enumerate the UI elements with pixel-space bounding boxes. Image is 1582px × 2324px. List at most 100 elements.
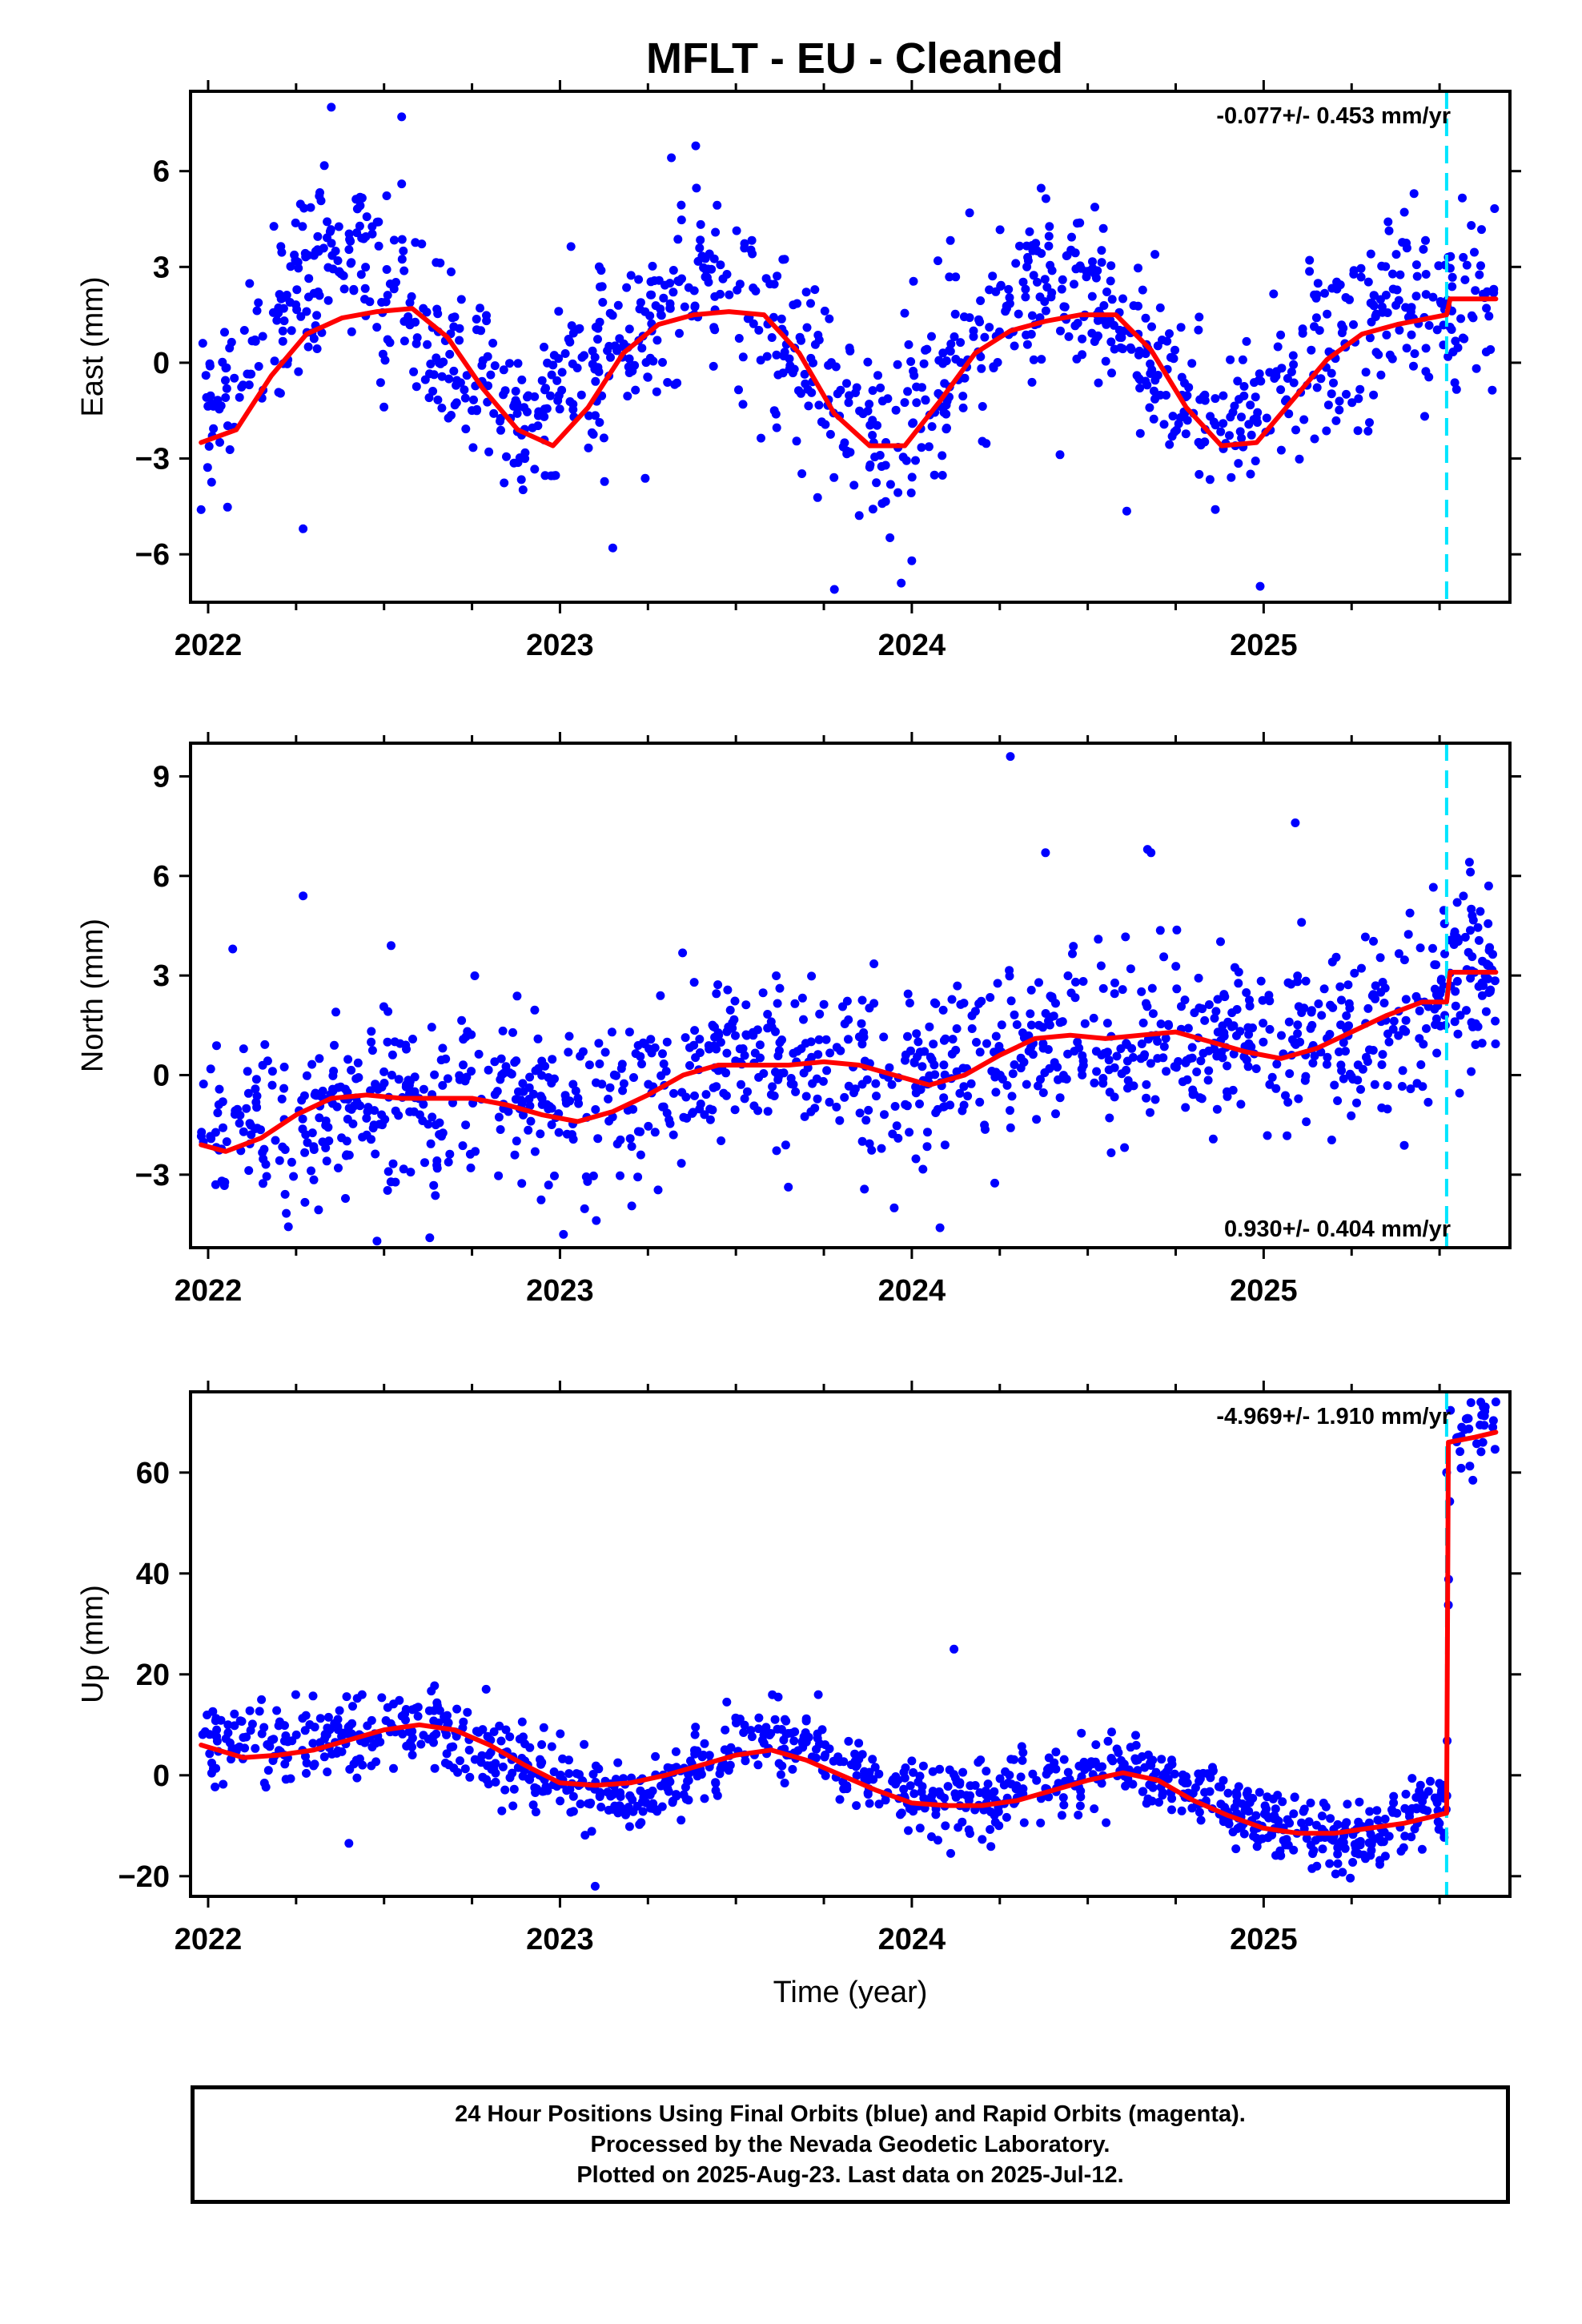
data-point: [928, 1787, 938, 1796]
data-point: [869, 999, 879, 1008]
data-point: [690, 1091, 699, 1100]
data-point: [806, 1037, 816, 1047]
data-point: [990, 1817, 1000, 1827]
data-point: [1045, 222, 1054, 231]
data-point: [571, 1086, 580, 1096]
data-point: [1382, 330, 1391, 340]
data-point: [307, 1128, 317, 1138]
outlier-point: [590, 1881, 600, 1891]
data-point: [268, 1756, 278, 1765]
data-point: [716, 289, 725, 299]
data-point: [444, 1157, 453, 1167]
data-point: [1421, 290, 1431, 300]
data-point: [1129, 301, 1138, 311]
data-point: [1028, 1769, 1038, 1779]
data-point: [918, 1761, 928, 1771]
data-point: [278, 336, 287, 346]
data-point: [695, 1035, 705, 1044]
data-point: [697, 251, 707, 261]
data-point: [616, 1792, 625, 1801]
data-point: [1177, 1806, 1186, 1815]
data-point: [211, 1763, 221, 1773]
data-point: [1251, 1064, 1261, 1073]
data-point: [206, 1064, 215, 1074]
data-point: [235, 1119, 244, 1128]
data-point: [1369, 936, 1378, 946]
data-point: [1270, 374, 1279, 383]
data-point: [304, 274, 314, 283]
data-point: [833, 389, 842, 399]
data-point: [510, 1150, 520, 1160]
data-point: [1331, 952, 1341, 962]
data-point: [1258, 995, 1267, 1005]
data-point: [829, 472, 839, 482]
data-point: [452, 398, 461, 408]
data-point: [448, 313, 457, 323]
data-point: [985, 285, 994, 295]
data-point: [725, 1005, 735, 1015]
tick-marks: [179, 732, 1521, 1259]
data-point: [789, 1736, 799, 1746]
data-point: [734, 385, 743, 395]
data-point: [1392, 285, 1402, 295]
data-point: [670, 380, 680, 389]
data-point: [1343, 980, 1353, 990]
data-point: [282, 1208, 291, 1218]
data-point: [1004, 284, 1014, 294]
data-point: [771, 409, 781, 419]
data-point: [419, 304, 428, 313]
data-point: [566, 1807, 576, 1817]
data-point: [1253, 408, 1263, 417]
data-point: [653, 1185, 663, 1195]
data-point: [1239, 382, 1249, 391]
data-point: [1326, 1814, 1335, 1823]
data-point: [958, 403, 968, 412]
data-point: [438, 1043, 448, 1053]
data-point: [1431, 1014, 1441, 1023]
data-point: [371, 1080, 380, 1089]
data-point: [672, 1790, 681, 1799]
data-point: [868, 1755, 877, 1764]
data-point: [1194, 973, 1203, 983]
data-point: [387, 1050, 397, 1059]
data-point: [496, 1736, 506, 1746]
data-point: [606, 352, 615, 362]
data-point: [300, 1148, 310, 1157]
data-point: [609, 1070, 619, 1080]
data-point: [669, 287, 678, 297]
data-point: [930, 470, 939, 480]
data-point: [632, 1801, 642, 1811]
data-point: [777, 314, 786, 324]
data-point: [500, 1785, 510, 1795]
data-point: [1112, 1744, 1122, 1754]
data-point: [512, 991, 522, 1001]
data-point: [862, 1075, 872, 1084]
data-point: [849, 480, 859, 490]
data-point: [763, 1107, 773, 1116]
data-point: [1456, 1463, 1466, 1473]
data-point: [263, 1766, 273, 1775]
data-point: [1038, 1088, 1048, 1097]
data-point: [1331, 1869, 1340, 1879]
data-point: [1090, 1804, 1099, 1814]
data-point: [334, 1164, 343, 1172]
data-point: [1259, 1037, 1268, 1047]
data-point: [636, 1150, 645, 1160]
data-point: [893, 360, 902, 369]
data-point: [1233, 376, 1243, 386]
data-point: [650, 1804, 660, 1814]
data-point: [772, 423, 781, 432]
data-point: [927, 332, 936, 341]
data-point: [877, 1144, 886, 1153]
data-point: [291, 255, 300, 265]
data-point: [377, 1083, 387, 1092]
data-point: [1247, 1042, 1256, 1051]
data-point: [832, 1102, 841, 1112]
data-point: [850, 1749, 860, 1759]
data-point: [1162, 1067, 1171, 1076]
data-point: [443, 1074, 452, 1084]
data-point: [1333, 1096, 1343, 1105]
data-point: [1118, 985, 1127, 995]
data-point: [1488, 1416, 1498, 1425]
data-point: [925, 1022, 934, 1031]
